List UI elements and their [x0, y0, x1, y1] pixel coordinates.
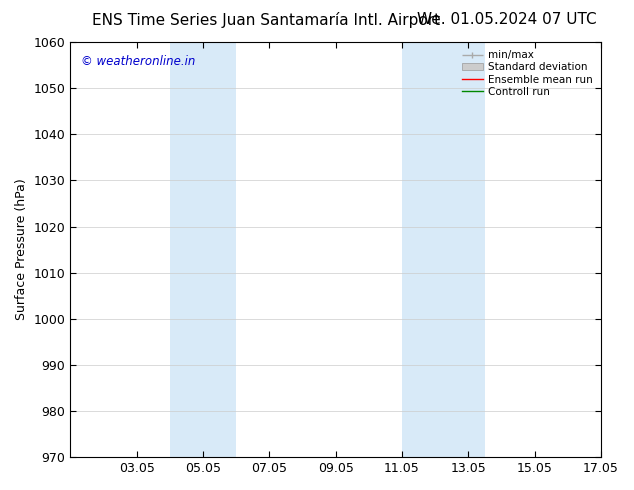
Text: © weatheronline.in: © weatheronline.in	[81, 54, 195, 68]
Text: ENS Time Series Juan Santamaría Intl. Airport: ENS Time Series Juan Santamaría Intl. Ai…	[92, 12, 441, 28]
Y-axis label: Surface Pressure (hPa): Surface Pressure (hPa)	[15, 179, 28, 320]
Bar	[170, 42, 236, 457]
Legend: min/max, Standard deviation, Ensemble mean run, Controll run: min/max, Standard deviation, Ensemble me…	[459, 47, 596, 100]
Text: We. 01.05.2024 07 UTC: We. 01.05.2024 07 UTC	[417, 12, 597, 27]
Bar	[402, 42, 485, 457]
